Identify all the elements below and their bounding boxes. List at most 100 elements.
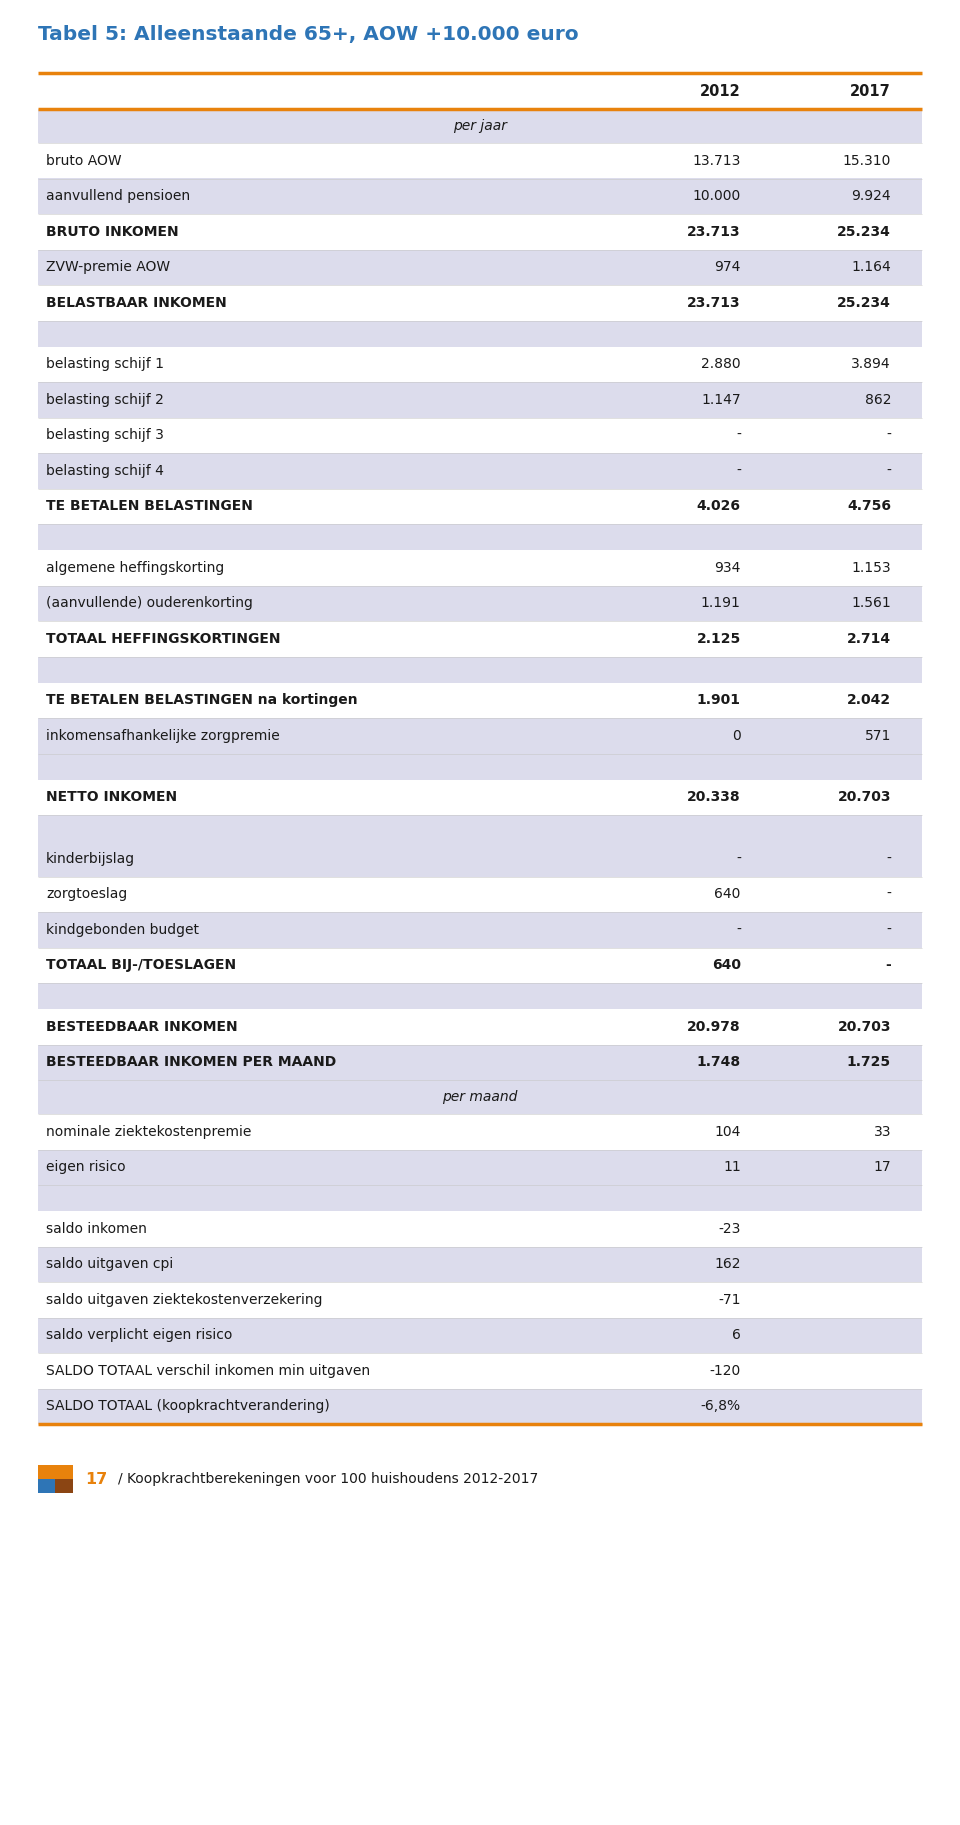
Bar xyxy=(38,250,922,285)
Text: TE BETALEN BELASTINGEN na kortingen: TE BETALEN BELASTINGEN na kortingen xyxy=(46,694,358,708)
Text: 2.714: 2.714 xyxy=(847,631,891,646)
Text: 1.725: 1.725 xyxy=(847,1055,891,1069)
Bar xyxy=(38,285,922,321)
Text: 934: 934 xyxy=(714,560,741,575)
Text: 2.880: 2.880 xyxy=(701,358,741,370)
Text: BESTEEDBAAR INKOMEN: BESTEEDBAAR INKOMEN xyxy=(46,1020,238,1033)
Bar xyxy=(38,73,922,110)
Text: 9.924: 9.924 xyxy=(852,190,891,203)
Text: 0: 0 xyxy=(732,728,741,743)
Text: belasting schijf 1: belasting schijf 1 xyxy=(46,358,164,370)
Bar xyxy=(38,418,922,453)
Text: 1.164: 1.164 xyxy=(852,261,891,274)
Bar xyxy=(38,524,922,549)
Text: per maand: per maand xyxy=(443,1090,517,1104)
Bar xyxy=(38,984,922,1009)
Text: 20.978: 20.978 xyxy=(687,1020,741,1033)
Bar xyxy=(38,1044,922,1080)
Text: saldo inkomen: saldo inkomen xyxy=(46,1221,147,1236)
Text: saldo verplicht eigen risico: saldo verplicht eigen risico xyxy=(46,1329,232,1341)
Text: 4.756: 4.756 xyxy=(847,500,891,513)
Text: -6,8%: -6,8% xyxy=(701,1400,741,1413)
Text: 862: 862 xyxy=(865,392,891,407)
Text: 571: 571 xyxy=(865,728,891,743)
Text: 1.901: 1.901 xyxy=(697,694,741,708)
Bar xyxy=(38,876,922,912)
Bar xyxy=(38,1184,922,1212)
Text: -: - xyxy=(736,923,741,936)
Text: -120: -120 xyxy=(709,1363,741,1378)
Text: 23.713: 23.713 xyxy=(687,224,741,239)
Bar xyxy=(38,321,922,347)
Bar xyxy=(38,1281,922,1318)
Text: 11: 11 xyxy=(723,1161,741,1173)
Text: 13.713: 13.713 xyxy=(692,153,741,168)
Text: per jaar: per jaar xyxy=(453,119,507,133)
Text: 20.338: 20.338 xyxy=(687,790,741,805)
Text: -: - xyxy=(886,429,891,442)
Text: 6: 6 xyxy=(732,1329,741,1341)
Text: 2.042: 2.042 xyxy=(847,694,891,708)
Text: 33: 33 xyxy=(874,1124,891,1139)
Text: -23: -23 xyxy=(718,1221,741,1236)
Text: -: - xyxy=(886,852,891,865)
Bar xyxy=(38,1465,73,1493)
Text: BESTEEDBAAR INKOMEN PER MAAND: BESTEEDBAAR INKOMEN PER MAAND xyxy=(46,1055,336,1069)
Bar xyxy=(38,1150,922,1184)
Bar xyxy=(38,1352,922,1389)
Text: 974: 974 xyxy=(714,261,741,274)
Text: 17: 17 xyxy=(874,1161,891,1173)
Bar xyxy=(38,110,922,142)
Text: 1.153: 1.153 xyxy=(852,560,891,575)
Bar xyxy=(38,816,922,841)
Text: (aanvullende) ouderenkorting: (aanvullende) ouderenkorting xyxy=(46,597,252,610)
Text: 23.713: 23.713 xyxy=(687,296,741,310)
Bar xyxy=(38,1009,922,1044)
Text: / Koopkrachtberekeningen voor 100 huishoudens 2012-2017: / Koopkrachtberekeningen voor 100 huisho… xyxy=(118,1473,539,1486)
Text: 104: 104 xyxy=(714,1124,741,1139)
Text: belasting schijf 3: belasting schijf 3 xyxy=(46,429,164,442)
Text: -: - xyxy=(886,464,891,478)
Text: BELASTBAAR INKOMEN: BELASTBAAR INKOMEN xyxy=(46,296,227,310)
Text: -: - xyxy=(736,464,741,478)
Text: aanvullend pensioen: aanvullend pensioen xyxy=(46,190,190,203)
Text: BRUTO INKOMEN: BRUTO INKOMEN xyxy=(46,224,179,239)
Text: 20.703: 20.703 xyxy=(837,790,891,805)
Bar xyxy=(38,1113,922,1150)
Bar xyxy=(38,754,922,779)
Text: ZVW-premie AOW: ZVW-premie AOW xyxy=(46,261,170,274)
Bar xyxy=(38,381,922,418)
Bar xyxy=(38,489,922,524)
Text: 10.000: 10.000 xyxy=(692,190,741,203)
Text: -: - xyxy=(736,429,741,442)
Text: NETTO INKOMEN: NETTO INKOMEN xyxy=(46,790,178,805)
Bar xyxy=(38,1318,922,1352)
Text: 3.894: 3.894 xyxy=(852,358,891,370)
Bar xyxy=(38,1212,922,1246)
Text: belasting schijf 4: belasting schijf 4 xyxy=(46,464,164,478)
Bar xyxy=(38,912,922,947)
Bar xyxy=(38,1246,922,1281)
Bar xyxy=(38,347,922,381)
Text: 2017: 2017 xyxy=(851,84,891,99)
Text: inkomensafhankelijke zorgpremie: inkomensafhankelijke zorgpremie xyxy=(46,728,279,743)
Text: 2012: 2012 xyxy=(700,84,741,99)
Text: 25.234: 25.234 xyxy=(837,296,891,310)
Bar xyxy=(38,179,922,214)
Text: 2.125: 2.125 xyxy=(697,631,741,646)
Text: -: - xyxy=(736,852,741,865)
Text: algemene heffingskorting: algemene heffingskorting xyxy=(46,560,225,575)
Text: 1.561: 1.561 xyxy=(852,597,891,610)
Text: 4.026: 4.026 xyxy=(697,500,741,513)
Text: 17: 17 xyxy=(85,1471,108,1487)
Text: SALDO TOTAAL verschil inkomen min uitgaven: SALDO TOTAAL verschil inkomen min uitgav… xyxy=(46,1363,371,1378)
Bar xyxy=(38,549,922,586)
Bar xyxy=(38,947,922,984)
Bar xyxy=(38,453,922,489)
Text: TOTAAL BIJ-/TOESLAGEN: TOTAAL BIJ-/TOESLAGEN xyxy=(46,958,236,973)
Text: 162: 162 xyxy=(714,1257,741,1272)
Text: 25.234: 25.234 xyxy=(837,224,891,239)
Text: 1.191: 1.191 xyxy=(701,597,741,610)
Text: -71: -71 xyxy=(718,1292,741,1307)
Bar xyxy=(38,717,922,754)
